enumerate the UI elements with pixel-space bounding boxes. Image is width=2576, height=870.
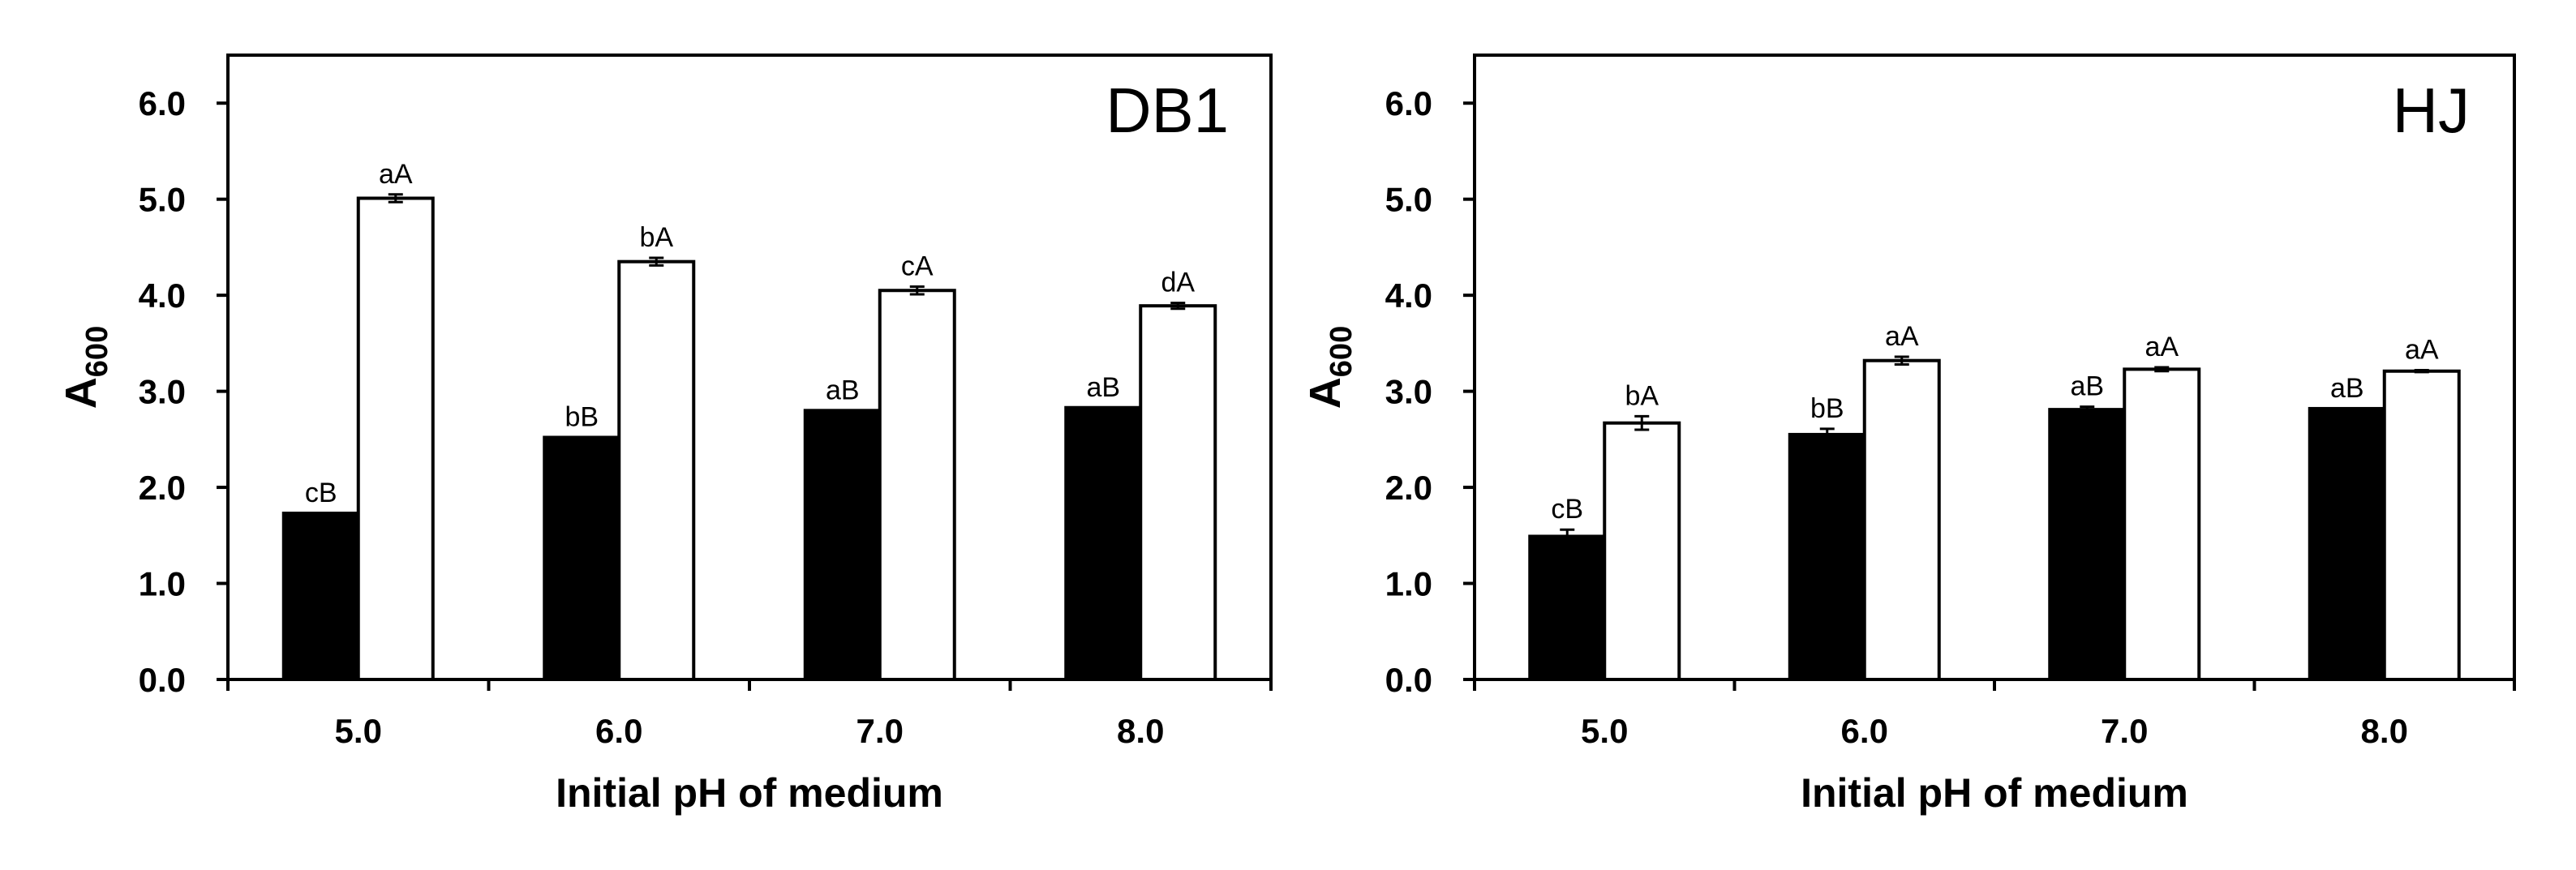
x-tick-label: 5.0 — [335, 712, 382, 750]
data-label: aA — [2145, 332, 2179, 362]
y-tick-label: 6.0 — [139, 84, 186, 122]
bar-filled-1 — [281, 512, 360, 681]
x-tick-label: 8.0 — [1117, 712, 1164, 750]
data-label: aA — [1885, 321, 1919, 352]
data-label: cA — [901, 251, 934, 281]
x-tick-label: 8.0 — [2361, 712, 2408, 750]
error-bar — [388, 193, 403, 204]
error-bar — [909, 285, 925, 296]
x-tick-label: 6.0 — [1841, 712, 1888, 750]
error-bar — [2154, 366, 2170, 373]
bar-open-1 — [356, 196, 435, 681]
x-tick-label: 6.0 — [595, 712, 642, 750]
error-bar — [1894, 355, 1909, 366]
y-tick-label: 0.0 — [1385, 661, 1432, 699]
y-tick-label: 0.0 — [139, 661, 186, 699]
x-axis-label: Initial pH of medium — [556, 770, 943, 816]
y-tick-label: 4.0 — [139, 276, 186, 315]
panel-title: HJ — [2393, 75, 2470, 146]
data-label: aA — [2405, 335, 2439, 366]
bar-open-4 — [1139, 304, 1217, 681]
chart-panel-1: 0.0 1.0 2.0 3.0 4.0 5.0 6.0 5.0 cB aA 6.0 bB bA 7.0 aB… — [57, 54, 1273, 816]
y-axis-label-subscript: 600 — [1324, 326, 1359, 377]
y-axis-label: A600 — [1301, 326, 1359, 409]
x-tick-label: 7.0 — [2101, 712, 2148, 750]
bar-filled-2 — [543, 435, 621, 681]
data-label: cB — [1551, 494, 1583, 525]
data-label: aB — [2330, 373, 2364, 404]
data-label: bA — [639, 222, 673, 253]
bar-filled-3 — [803, 409, 882, 681]
bar-open-3 — [2123, 367, 2201, 681]
data-label: bA — [1625, 380, 1659, 411]
bar-open-3 — [878, 289, 956, 681]
data-label: cB — [305, 478, 337, 508]
y-axis-label: A600 — [57, 326, 114, 409]
y-tick-label: 5.0 — [139, 181, 186, 219]
y-axis-label-main: A — [1301, 377, 1350, 409]
y-tick-label: 3.0 — [139, 373, 186, 411]
error-bar — [1819, 427, 1835, 442]
x-tick-label: 7.0 — [857, 712, 904, 750]
data-label: dA — [1161, 268, 1195, 298]
data-label: bB — [1810, 393, 1844, 424]
y-tick-label: 2.0 — [139, 469, 186, 507]
data-label: aB — [1086, 372, 1120, 403]
data-label: aA — [379, 159, 413, 190]
error-bar — [2414, 369, 2429, 374]
chart-panel-2: 0.0 1.0 2.0 3.0 4.0 5.0 6.0 5.0 cB bA 6.0 bB aA 7.0 aB… — [1301, 54, 2516, 816]
y-tick-label: 4.0 — [1385, 276, 1432, 315]
bar-open-4 — [2382, 369, 2461, 681]
bar-open-1 — [1603, 421, 1681, 681]
data-label: aB — [2070, 371, 2104, 402]
error-bar — [649, 256, 664, 267]
data-label: aB — [826, 375, 860, 405]
x-tick-label: 5.0 — [1581, 712, 1628, 750]
y-tick-label: 1.0 — [1385, 565, 1432, 603]
bar-open-2 — [1862, 358, 1941, 681]
y-tick-label: 2.0 — [1385, 469, 1432, 507]
bar-filled-4 — [2308, 406, 2386, 681]
x-axis-label: Initial pH of medium — [1801, 770, 2188, 816]
bar-filled-4 — [1064, 405, 1143, 681]
bar-open-2 — [617, 259, 696, 681]
error-bar — [1634, 414, 1650, 431]
error-bar — [2080, 405, 2095, 414]
y-tick-label: 5.0 — [1385, 181, 1432, 219]
panel-title: DB1 — [1106, 75, 1229, 146]
error-bar — [1170, 302, 1186, 311]
bar-filled-1 — [1528, 534, 1607, 681]
y-tick-label: 1.0 — [139, 565, 186, 603]
y-axis-label-subscript: 600 — [80, 326, 114, 377]
y-axis-label-main: A — [57, 377, 105, 409]
bar-filled-2 — [1788, 432, 1866, 682]
bar-filled-3 — [2048, 408, 2127, 681]
data-label: bB — [565, 401, 599, 432]
y-tick-label: 3.0 — [1385, 373, 1432, 411]
y-tick-label: 6.0 — [1385, 84, 1432, 122]
error-bar — [1560, 528, 1575, 545]
